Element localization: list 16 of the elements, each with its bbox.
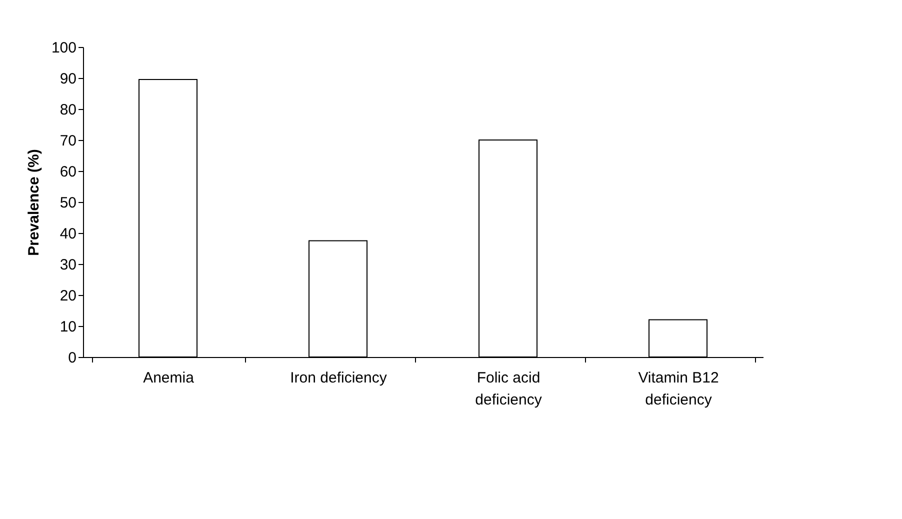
y-tick-label: 100 <box>51 40 76 56</box>
x-tick-label: Vitamin B12 deficiency <box>638 370 719 408</box>
y-tick-label: 10 <box>60 318 76 336</box>
x-tick-label: Folic acid deficiency <box>475 370 542 408</box>
y-tick-label: 40 <box>60 226 76 242</box>
y-tick-label: 70 <box>60 132 76 150</box>
x-tick-label: Anemia <box>143 370 195 386</box>
y-tick-label: 80 <box>60 102 76 118</box>
y-tick-label: 30 <box>60 256 76 274</box>
y-tick-label: 0 <box>68 350 76 366</box>
y-tick-label: 20 <box>60 288 76 304</box>
y-tick-label: 60 <box>60 164 76 180</box>
y-tick-label: 90 <box>60 70 76 88</box>
x-tick-label: Iron deficiency <box>290 370 388 386</box>
y-axis-title: Prevalence (%) <box>25 149 42 256</box>
y-tick-label: 50 <box>60 194 76 212</box>
